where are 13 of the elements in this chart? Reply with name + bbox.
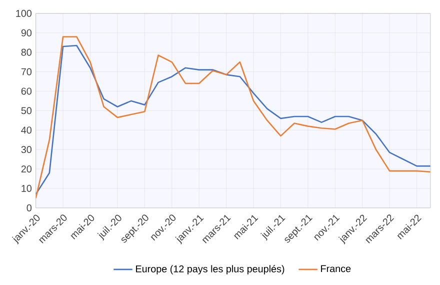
y-tick-label: 100 (16, 10, 32, 18)
y-tick-label: 20 (21, 166, 32, 173)
y-tick-label: 90 (21, 30, 32, 37)
y-tick-label: 60 (21, 88, 32, 95)
y-tick-label: 40 (21, 126, 32, 134)
legend-label: France (321, 265, 351, 272)
y-tick-label: 0 (26, 204, 32, 212)
y-tick-label: 10 (22, 185, 32, 192)
y-tick-label: 70 (21, 68, 32, 76)
y-tick-label: 50 (21, 107, 32, 114)
legend-label: Europe (12 pays les plus peuplés) (136, 265, 284, 275)
y-tick-label: 80 (21, 49, 32, 56)
y-tick-label: 30 (21, 146, 32, 154)
